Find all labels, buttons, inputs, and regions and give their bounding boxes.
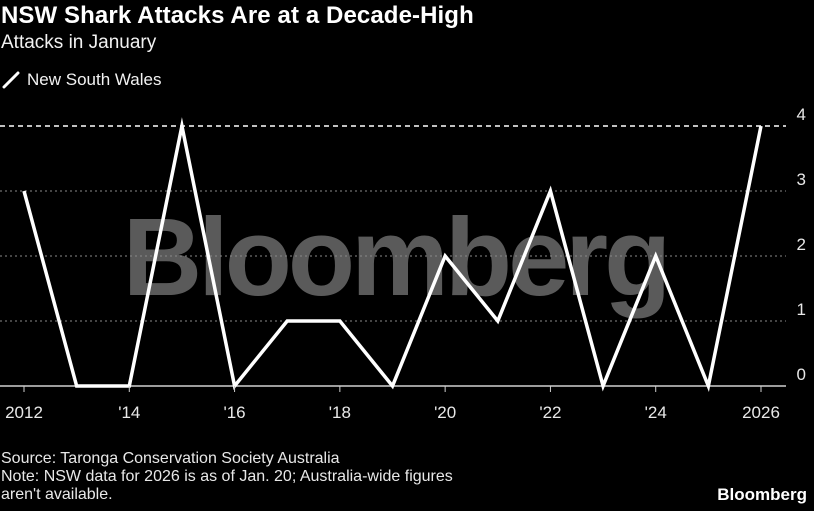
y-axis-ticks: 0 1 2 3 4 <box>797 105 806 384</box>
line-chart: Bloomberg 2012 '14 '16 '18 '20 '22 '24 2026 0 1 2… <box>0 105 806 422</box>
y-tick-label: 0 <box>797 365 806 384</box>
chart-title: NSW Shark Attacks Are at a Decade-High <box>1 2 474 29</box>
data-note-line2: aren't available. <box>1 486 113 503</box>
watermark: Bloomberg <box>123 196 668 319</box>
y-tick-label: 1 <box>797 300 806 319</box>
footer: Source: Taronga Conservation Society Aus… <box>1 450 601 504</box>
source-note: Source: Taronga Conservation Society Aus… <box>1 450 340 467</box>
legend: New South Wales <box>2 70 161 90</box>
bloomberg-logo: Bloomberg <box>717 485 807 504</box>
y-tick-label: 3 <box>797 170 806 189</box>
x-tick-label: '20 <box>434 403 456 422</box>
x-tick-label: 2012 <box>5 403 43 422</box>
legend-label: New South Wales <box>27 70 162 89</box>
x-tick-label: 2026 <box>742 403 780 422</box>
data-note-line1: Note: NSW data for 2026 is as of Jan. 20… <box>1 468 453 485</box>
legend-line-icon <box>2 71 20 89</box>
series-layer <box>22 117 763 393</box>
x-tick-label: '22 <box>539 403 561 422</box>
x-tick-label: '14 <box>118 403 140 422</box>
x-tick-label: '24 <box>645 403 667 422</box>
y-tick-label: 4 <box>797 105 806 124</box>
x-tick-label: '18 <box>329 403 351 422</box>
chart-subtitle: Attacks in January <box>1 32 157 53</box>
x-axis-ticks: 2012 '14 '16 '18 '20 '22 '24 2026 <box>5 386 780 422</box>
x-tick-label: '16 <box>223 403 245 422</box>
y-tick-label: 2 <box>797 235 806 254</box>
